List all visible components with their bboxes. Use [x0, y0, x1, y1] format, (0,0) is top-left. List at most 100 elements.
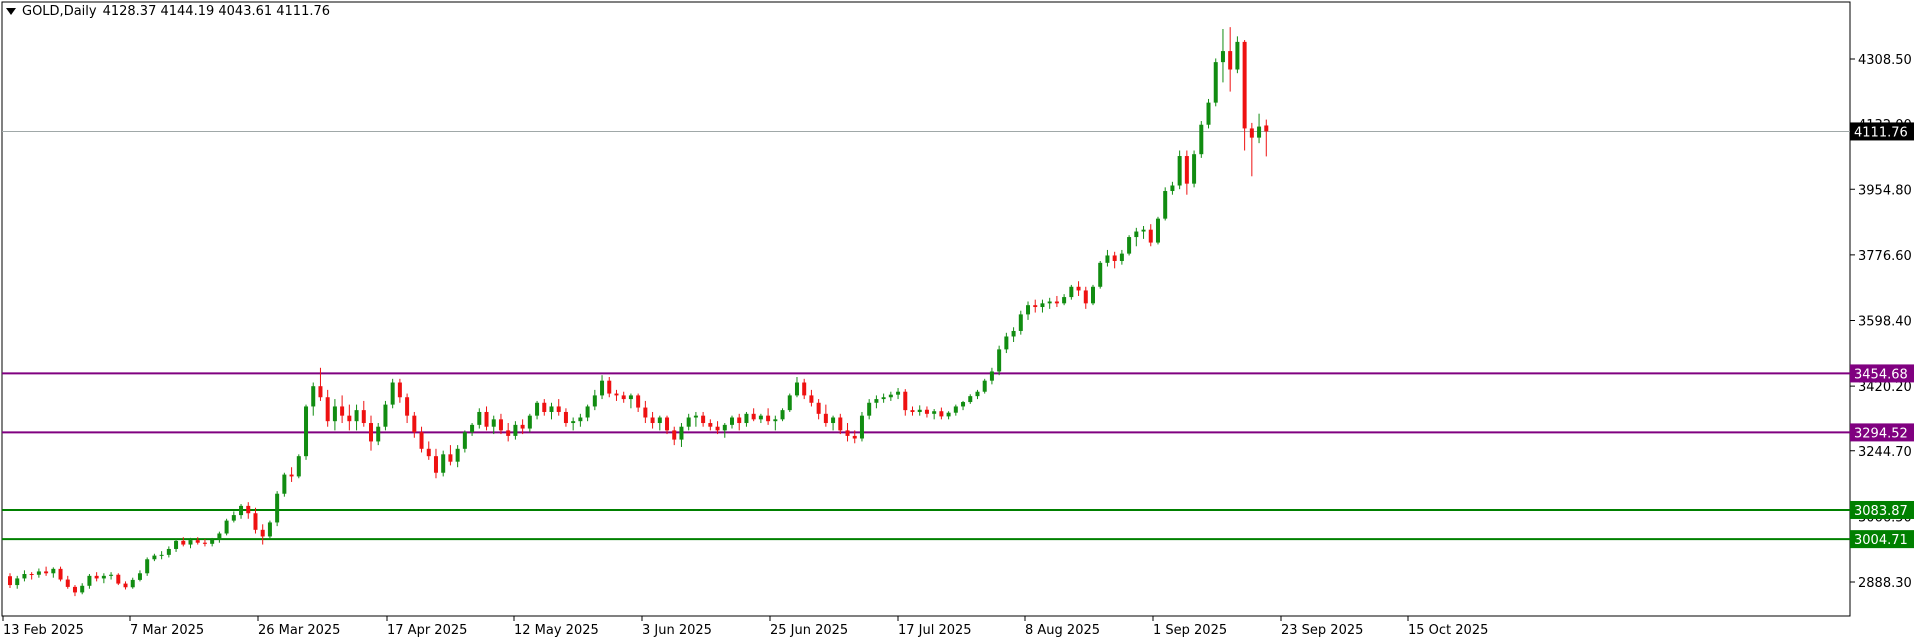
candle-body	[787, 395, 792, 411]
candle-body	[1026, 305, 1031, 315]
candle-body	[888, 394, 893, 398]
candle-body	[1242, 41, 1247, 129]
candle-body	[1033, 305, 1038, 308]
candle-body	[881, 397, 886, 400]
candle	[340, 395, 345, 424]
candle	[809, 389, 814, 407]
candle-body	[1011, 330, 1016, 337]
candle-body	[1249, 128, 1254, 138]
candle-body	[123, 583, 128, 588]
candle-body	[188, 540, 193, 545]
candle	[1062, 294, 1067, 306]
candle-body	[260, 529, 265, 537]
candle	[549, 402, 554, 420]
candle	[296, 454, 301, 479]
candle	[686, 413, 691, 431]
candle	[1040, 299, 1045, 313]
triangle-down-icon[interactable]	[6, 8, 16, 15]
candle	[556, 399, 561, 416]
candle-body	[137, 573, 142, 580]
candle-body	[744, 413, 749, 424]
candle	[361, 400, 366, 427]
level-label: 3004.71	[1850, 530, 1914, 549]
candle	[145, 557, 150, 576]
candle	[679, 423, 684, 447]
candle-body	[462, 432, 467, 449]
candle	[51, 567, 56, 578]
candle	[773, 415, 778, 431]
candle	[571, 417, 576, 431]
candle	[578, 413, 583, 427]
level-label: 3083.87	[1850, 500, 1914, 519]
level-label: 3294.52	[1850, 423, 1914, 442]
candle	[845, 423, 850, 442]
candle	[58, 566, 63, 582]
candle	[910, 406, 915, 416]
candle-body	[397, 382, 402, 398]
candle-body	[527, 415, 532, 429]
candle	[376, 423, 381, 446]
candle	[29, 572, 34, 580]
candle-body	[484, 411, 489, 427]
candle	[441, 450, 446, 477]
candle-body	[657, 417, 662, 424]
candle-body	[217, 533, 222, 540]
candle-body	[498, 419, 503, 431]
candle	[780, 408, 785, 422]
candle-body	[802, 382, 807, 396]
candle-body	[22, 574, 27, 579]
level-label-bg	[1850, 500, 1914, 519]
candle-body	[80, 585, 85, 593]
candle	[332, 399, 337, 431]
candle	[831, 415, 836, 431]
candle	[730, 415, 734, 429]
candle-body	[1220, 51, 1225, 63]
candle-body	[1018, 314, 1023, 331]
candle-body	[1040, 303, 1045, 308]
candle-body	[874, 399, 879, 403]
candle	[715, 421, 720, 435]
candle-body	[36, 571, 41, 575]
candle	[924, 406, 929, 418]
candle-body	[448, 454, 453, 462]
candle-body	[152, 555, 157, 560]
candle	[513, 421, 518, 440]
candle	[267, 520, 272, 540]
candle-body	[1083, 290, 1088, 304]
candle-body	[231, 515, 236, 521]
candle-body	[390, 382, 395, 405]
level-label-text: 3083.87	[1854, 504, 1908, 519]
candle	[838, 413, 843, 435]
candle	[231, 511, 236, 523]
candle-body	[1192, 154, 1197, 184]
date-tick-label: 8 Aug 2025	[1025, 623, 1100, 638]
candle	[1155, 216, 1160, 245]
candle	[1098, 260, 1103, 289]
candle-body	[1163, 191, 1168, 219]
candle-body	[455, 448, 460, 462]
candle-body	[202, 542, 207, 544]
candle	[542, 399, 547, 416]
chart-header: GOLD,Daily 4128.37 4144.19 4043.61 4111.…	[6, 4, 330, 19]
candle-body	[1047, 301, 1052, 304]
candle-body	[968, 396, 973, 403]
candle	[130, 577, 135, 589]
candle-body	[614, 393, 619, 396]
candle	[116, 573, 121, 586]
candle-body	[953, 406, 958, 413]
candle-body	[607, 380, 612, 394]
candle	[304, 404, 309, 460]
candle-body	[513, 424, 518, 436]
candle-body	[961, 402, 966, 407]
candle-body	[109, 574, 114, 576]
candle	[477, 408, 482, 429]
candle	[896, 388, 901, 400]
candle	[975, 389, 980, 400]
candle	[867, 399, 872, 420]
candle	[903, 389, 908, 416]
candle-body	[477, 411, 482, 425]
candle	[1091, 284, 1095, 306]
candle	[1004, 332, 1009, 354]
